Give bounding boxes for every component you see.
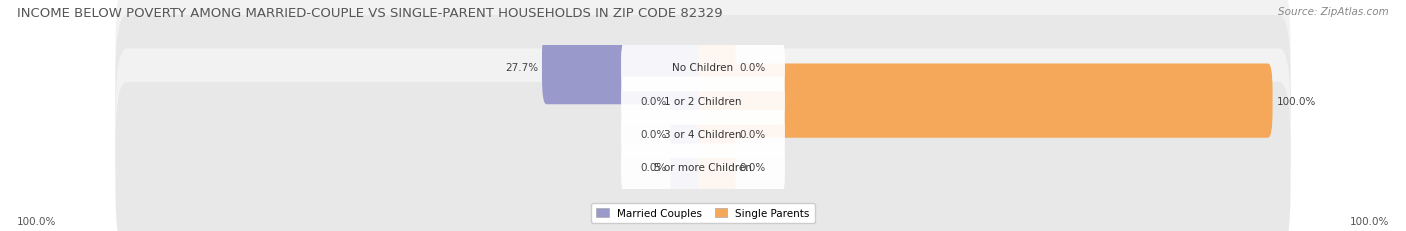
Text: 0.0%: 0.0% <box>640 96 666 106</box>
Text: 0.0%: 0.0% <box>740 130 766 140</box>
Text: 0.0%: 0.0% <box>740 63 766 73</box>
Text: 0.0%: 0.0% <box>640 163 666 173</box>
FancyBboxPatch shape <box>621 144 785 192</box>
Text: 100.0%: 100.0% <box>1277 96 1316 106</box>
Text: No Children: No Children <box>672 63 734 73</box>
FancyBboxPatch shape <box>699 131 735 205</box>
Text: 1 or 2 Children: 1 or 2 Children <box>664 96 742 106</box>
Legend: Married Couples, Single Parents: Married Couples, Single Parents <box>591 203 815 224</box>
Text: 0.0%: 0.0% <box>740 163 766 173</box>
FancyBboxPatch shape <box>671 131 707 205</box>
FancyBboxPatch shape <box>115 0 1291 153</box>
FancyBboxPatch shape <box>671 97 707 171</box>
FancyBboxPatch shape <box>621 77 785 125</box>
FancyBboxPatch shape <box>671 64 707 138</box>
FancyBboxPatch shape <box>541 31 707 105</box>
Text: 3 or 4 Children: 3 or 4 Children <box>664 130 742 140</box>
Text: 0.0%: 0.0% <box>640 130 666 140</box>
Text: INCOME BELOW POVERTY AMONG MARRIED-COUPLE VS SINGLE-PARENT HOUSEHOLDS IN ZIP COD: INCOME BELOW POVERTY AMONG MARRIED-COUPL… <box>17 7 723 20</box>
FancyBboxPatch shape <box>115 16 1291 186</box>
FancyBboxPatch shape <box>621 110 785 158</box>
FancyBboxPatch shape <box>699 64 1272 138</box>
FancyBboxPatch shape <box>699 97 735 171</box>
Text: 27.7%: 27.7% <box>505 63 538 73</box>
FancyBboxPatch shape <box>699 31 735 105</box>
FancyBboxPatch shape <box>621 44 785 92</box>
Text: 100.0%: 100.0% <box>17 216 56 226</box>
Text: 5 or more Children: 5 or more Children <box>654 163 752 173</box>
FancyBboxPatch shape <box>115 49 1291 220</box>
FancyBboxPatch shape <box>115 82 1291 231</box>
Text: 100.0%: 100.0% <box>1350 216 1389 226</box>
Text: Source: ZipAtlas.com: Source: ZipAtlas.com <box>1278 7 1389 17</box>
